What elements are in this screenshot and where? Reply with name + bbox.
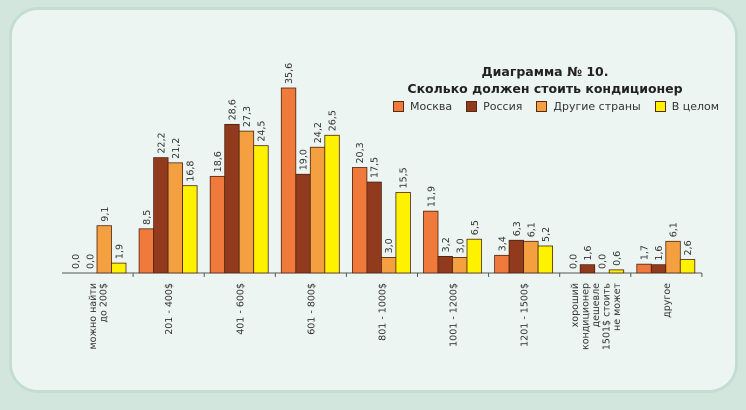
legend: Москва Россия Другие страны В целом [393,100,719,113]
data-label: 2,6 [683,240,694,255]
bar [608,269,625,274]
data-label: 21,2 [171,138,182,159]
legend-label: Россия [483,100,523,113]
legend-item-total: В целом [654,100,720,113]
category-label: кондиционер [580,283,591,350]
bar [466,238,482,274]
bar [111,262,127,274]
data-label: 6,1 [669,222,680,237]
data-label: 6,5 [470,220,481,235]
bar [209,175,226,274]
legend-label: Другие страны [553,100,641,113]
category-label: 1001 - 1200$ [449,283,460,347]
data-label: 6,1 [526,222,537,237]
legend-item-russia: Россия [466,100,522,113]
data-label: 1,6 [654,246,665,261]
bar [238,130,255,274]
category-label: 1501$ стоить [601,283,612,351]
data-label: 18,6 [213,151,224,172]
bar [423,210,439,274]
bar [437,255,453,274]
chart-subtitle: Сколько должен стоить кондиционер [407,81,683,96]
data-label: 20,3 [355,142,366,163]
data-label: 3,0 [455,238,466,253]
category-label: 1201 - 1500$ [520,283,531,347]
legend-swatch [536,101,548,112]
category-label: 601 - 800$ [306,283,317,335]
data-label: 24,2 [313,122,324,143]
legend-swatch [466,101,478,112]
bar [679,259,696,274]
data-label: 9,1 [100,207,111,222]
category-label: можно найти [88,283,99,350]
data-label: 0,0 [71,254,82,269]
category-label: до 200$ [98,283,109,323]
data-label: 6,3 [512,221,523,236]
bar [182,185,198,274]
data-label: 8,5 [142,210,153,225]
data-label: 1,7 [640,245,651,260]
bar [452,257,468,274]
bar [366,181,382,274]
legend-label: В целом [671,100,720,113]
data-label: 1,9 [114,244,125,259]
category-label: 401 - 600$ [235,283,246,335]
data-label: 0,0 [597,254,608,269]
data-label: 35,6 [284,63,295,84]
data-label: 0,0 [568,254,579,269]
category-label: 801 - 1000$ [377,283,388,341]
category-label: другое [662,283,673,318]
data-label: 16,8 [185,161,196,182]
bar [324,134,340,274]
category-label: хороший [570,283,581,327]
bar [395,192,411,274]
data-label: 3,4 [497,236,508,251]
bar [280,87,297,274]
category-label: дешевле [591,283,602,328]
category-label: 201 - 400$ [164,283,175,335]
bar [523,240,539,274]
bar [167,162,184,274]
data-label: 0,6 [612,251,623,266]
bar [351,167,368,274]
data-label: 1,6 [583,246,594,261]
bar [96,225,112,274]
bar [295,173,311,274]
data-label: 0,0 [85,254,96,269]
legend-label: Москва [410,100,453,113]
data-label: 5,2 [541,227,552,242]
bar [494,254,510,274]
data-label: 24,5 [256,121,267,142]
legend-item-moscow: Москва [393,100,452,113]
bar [665,240,681,274]
data-label: 19,0 [299,149,310,170]
bar [138,228,155,274]
legend-item-other: Другие страны [536,100,641,113]
bar [224,123,240,274]
bar [380,257,397,274]
bar [537,245,553,274]
bar [650,264,667,274]
data-label: 22,2 [156,132,167,153]
bar [253,145,269,274]
chart-title: Диаграмма № 10. [481,64,609,79]
data-label: 28,6 [227,99,238,120]
data-label: 11,9 [426,186,437,207]
category-label: не может [612,283,623,331]
legend-swatch [654,101,666,112]
bar [309,146,326,274]
bar [579,264,596,274]
bar [636,263,652,274]
bar [508,239,525,274]
legend-swatch [393,101,404,112]
data-label: 26,5 [328,110,339,131]
data-label: 3,2 [441,237,452,252]
bar [153,157,169,274]
data-label: 3,0 [384,238,395,253]
data-label: 15,5 [399,167,410,188]
data-label: 27,3 [242,106,253,127]
data-label: 17,5 [370,157,381,178]
